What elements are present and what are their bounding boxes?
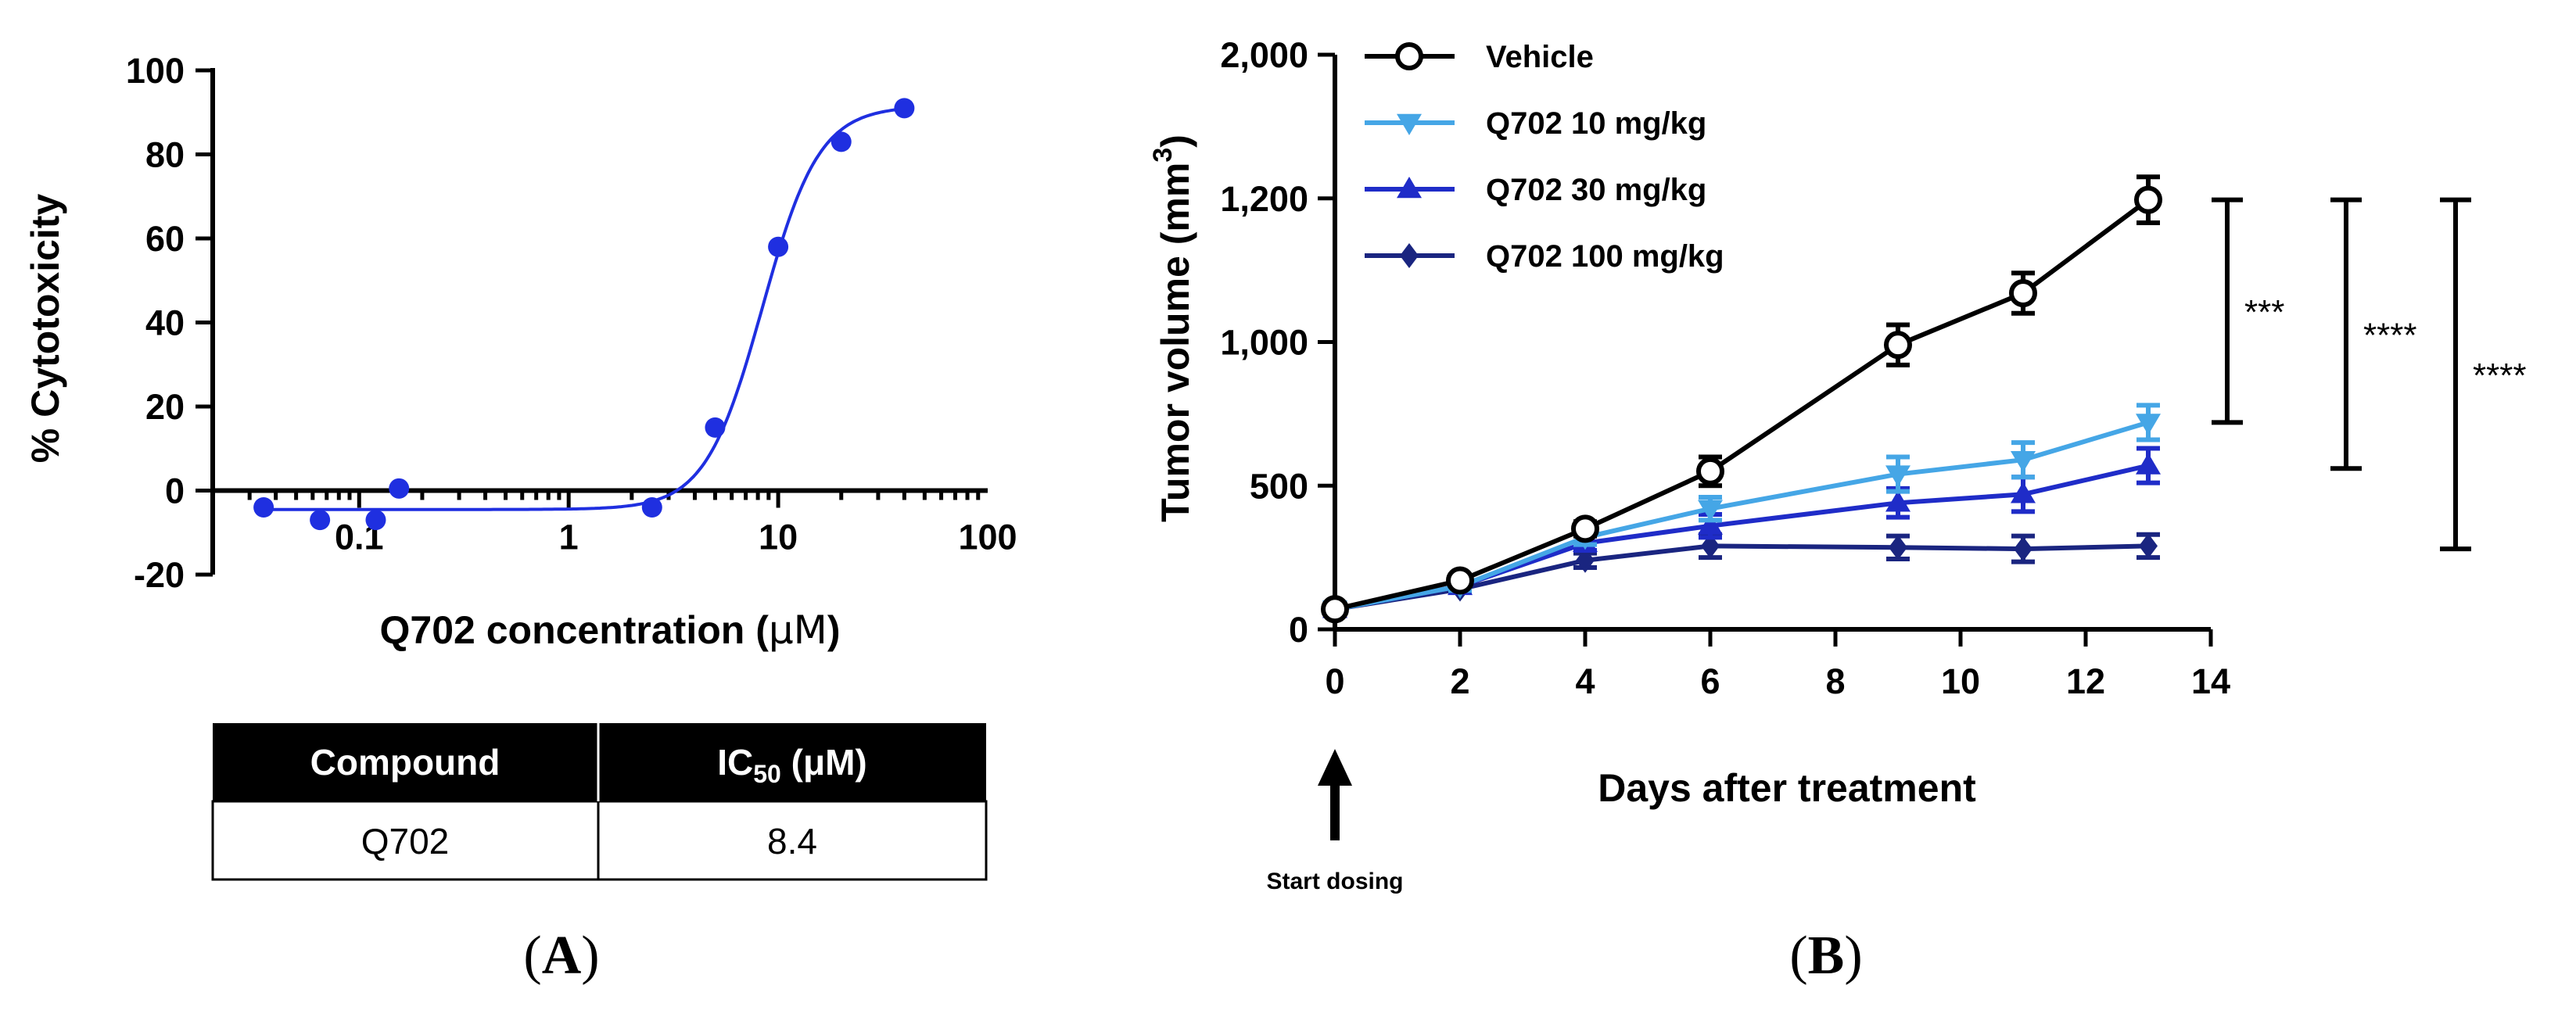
significance-bracket: **** bbox=[2330, 197, 2417, 471]
panel-a-x-tick-label: 100 bbox=[958, 518, 1017, 557]
panel-b-label: (B) bbox=[1789, 926, 1862, 986]
panel-a-label: (A) bbox=[523, 926, 599, 986]
significance-bracket: **** bbox=[2440, 197, 2527, 552]
series-q702-10-mg-kg bbox=[1322, 403, 2161, 622]
significance-label: *** bbox=[2244, 293, 2284, 331]
legend-marker bbox=[1397, 177, 1422, 199]
legend-marker bbox=[1400, 243, 1419, 268]
panel-a-y-tick-label: 100 bbox=[126, 51, 185, 91]
legend-marker bbox=[1397, 113, 1422, 135]
panel-a-y-tick-label: 0 bbox=[165, 471, 185, 511]
data-marker bbox=[1889, 535, 1907, 561]
data-marker bbox=[1698, 500, 1723, 521]
data-marker bbox=[1446, 566, 1474, 595]
legend-item: Q702 10 mg/kg bbox=[1365, 106, 1706, 141]
data-marker bbox=[1701, 533, 1720, 559]
panel-b-x-tick-label: 12 bbox=[2066, 661, 2105, 701]
data-marker bbox=[2136, 453, 2161, 475]
panel-b-axes bbox=[1333, 55, 2211, 632]
panel-a-y-axis-title: % Cytotoxicity bbox=[23, 194, 67, 464]
panel-a-data-point bbox=[894, 98, 915, 119]
start-dosing-annotation: Start dosing bbox=[1266, 749, 1404, 894]
data-marker bbox=[1884, 331, 1912, 360]
data-marker bbox=[1576, 547, 1595, 573]
start-dosing-label: Start dosing bbox=[1266, 869, 1403, 894]
legend-label: Q702 100 mg/kg bbox=[1486, 239, 1724, 274]
ic50-table: Compound IC50 (μM) Q702 8.4 bbox=[211, 723, 988, 881]
panel-b-x-tick-label: 0 bbox=[1325, 661, 1344, 701]
panel-b-legend: Vehicle Q702 10 mg/kg Q702 30 mg/kg Q702 10… bbox=[1365, 40, 1724, 274]
panel-a-x-tick-label: 1 bbox=[559, 518, 579, 557]
legend-label: Q702 10 mg/kg bbox=[1486, 106, 1706, 141]
panel-b-x-tick-label: 8 bbox=[1825, 661, 1845, 701]
data-marker bbox=[1321, 595, 1349, 624]
data-marker bbox=[2011, 482, 2036, 503]
panel-a-y-tick-label: -20 bbox=[134, 555, 185, 595]
significance-label: **** bbox=[2473, 356, 2527, 395]
panel-b-x-tick-label: 6 bbox=[1700, 661, 1720, 701]
panel-a-data-point bbox=[641, 497, 662, 518]
panel-a-y-tick-label: 20 bbox=[145, 387, 185, 427]
panel-a-fit-curve bbox=[264, 107, 905, 511]
panel-a-data-point bbox=[365, 510, 386, 531]
ic50-table-header-compound: Compound bbox=[310, 742, 500, 783]
panel-b-x-axis-title: Days after treatment bbox=[1598, 766, 1976, 810]
legend-label: Q702 30 mg/kg bbox=[1486, 173, 1706, 207]
data-marker bbox=[1698, 513, 1723, 535]
panel-b-y-tick-label: 500 bbox=[1250, 466, 1308, 506]
panel-a-y-tick-label: 80 bbox=[145, 135, 185, 175]
data-marker bbox=[2139, 533, 2158, 559]
panel-a-y-tick-label: 60 bbox=[145, 219, 185, 259]
panel-b-y-tick-label: 2,000 bbox=[1220, 35, 1308, 75]
panel-a-points bbox=[253, 98, 915, 531]
panel-b-significance: *********** bbox=[2212, 197, 2527, 552]
panel-a-data-point bbox=[768, 236, 789, 257]
significance-label: **** bbox=[2363, 316, 2417, 354]
data-marker bbox=[2014, 536, 2032, 562]
panel-b-x-tick-label: 10 bbox=[1941, 661, 1980, 701]
panel-a-data-point bbox=[310, 510, 331, 531]
panel-b-series bbox=[1321, 174, 2162, 624]
data-marker bbox=[2136, 414, 2161, 435]
legend-item: Q702 30 mg/kg bbox=[1365, 173, 1706, 207]
panel-b-y-tick-label: 1,000 bbox=[1220, 323, 1308, 363]
start-dosing-arrow-head bbox=[1318, 749, 1352, 786]
data-marker bbox=[2009, 279, 2037, 308]
data-marker bbox=[2011, 450, 2036, 473]
significance-bracket: *** bbox=[2212, 197, 2284, 425]
data-marker bbox=[1696, 457, 1724, 485]
data-marker bbox=[1885, 490, 1910, 512]
panel-b-x-tick-label: 14 bbox=[2191, 661, 2230, 701]
data-marker bbox=[2134, 185, 2162, 214]
legend-marker bbox=[1395, 42, 1423, 70]
legend-item: Vehicle bbox=[1365, 40, 1594, 74]
panel-b-y-tick-label: 0 bbox=[1289, 610, 1308, 650]
panel-a-data-point bbox=[831, 131, 852, 152]
data-marker bbox=[1885, 465, 1910, 487]
panel-b-y-tick-label: 1,200 bbox=[1220, 179, 1308, 219]
panel-a-data-point bbox=[705, 417, 726, 438]
legend-item: Q702 100 mg/kg bbox=[1365, 239, 1724, 274]
panel-a-y-tick-label: 40 bbox=[145, 303, 185, 343]
series-vehicle bbox=[1321, 174, 2162, 624]
panel-a-x-tick-label: 10 bbox=[759, 518, 798, 557]
panel-b-x-tick-label: 4 bbox=[1575, 661, 1595, 701]
ic50-table-cell-ic50: 8.4 bbox=[767, 821, 817, 862]
ic50-table-header-ic50: IC50 (μM) bbox=[717, 742, 866, 788]
legend-label: Vehicle bbox=[1486, 40, 1594, 74]
panel-b-y-axis-title: Tumor volume (mm3) bbox=[1148, 134, 1197, 522]
ic50-table-cell-compound: Q702 bbox=[361, 821, 450, 862]
panel-a-data-point bbox=[253, 497, 274, 518]
panel-b-x-tick-label: 2 bbox=[1450, 661, 1469, 701]
panel-a-data-point bbox=[389, 478, 410, 499]
data-marker bbox=[1571, 514, 1599, 543]
panel-a-x-axis-title: Q702 concentration (μM) bbox=[380, 607, 841, 653]
panel-a-axes bbox=[210, 68, 988, 575]
panel-b-ticks: 0 500 1,000 1,200 2,000 0 2 4 6 8 10 12 14 bbox=[1220, 35, 2230, 701]
